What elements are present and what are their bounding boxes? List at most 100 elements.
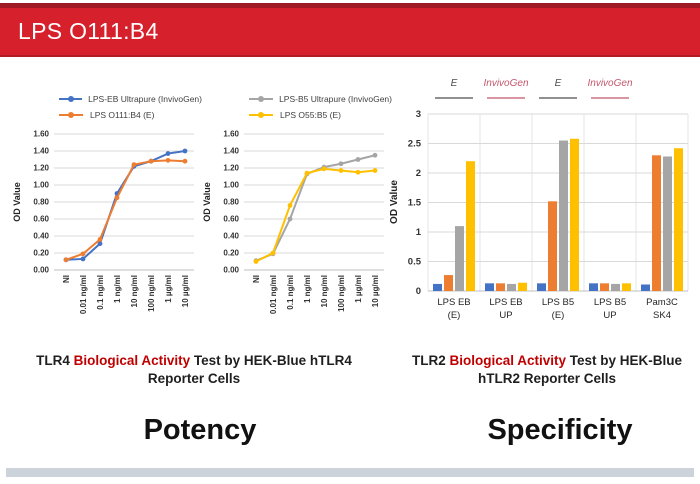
y-tick-label: 1.60 — [223, 130, 239, 139]
x-tick-label: LPS B5 — [594, 297, 626, 308]
x-tick-label: 10 µg/ml — [371, 275, 380, 307]
y-tick-label: 0 — [416, 286, 421, 297]
caption-highlight: Biological Activity — [73, 353, 191, 368]
legend-label: LPS O55:B5 (E) — [280, 110, 341, 120]
caption-pre: TLR2 — [411, 353, 450, 368]
bar — [600, 283, 609, 291]
caption-highlight: Biological Activity — [449, 353, 567, 368]
data-point — [287, 216, 293, 222]
plot-area: 0 0.5 1 1.5 2 2.5 3 OD Value LPS EB (E) LPS EB UP LP… — [389, 78, 689, 321]
bar — [444, 275, 453, 291]
y-axis-title: OD Value — [389, 180, 400, 224]
page-title: LPS O111:B4 — [18, 18, 159, 44]
y-tick-label: 0.60 — [33, 215, 49, 224]
bar — [611, 283, 620, 291]
legend-label: LPS-B5 Ultrapure (InvivoGen) — [279, 94, 392, 104]
x-tick-label: (E) — [552, 310, 565, 321]
y-tick-label: 1 — [416, 227, 422, 238]
y-tick-label: 1.5 — [408, 198, 422, 209]
y-axis-title: OD Value — [202, 182, 212, 222]
slide-bottom-edge — [6, 468, 694, 477]
bar — [507, 283, 516, 291]
x-tick-label: Pam3C — [646, 297, 678, 308]
x-tick-label: 100 ng/ml — [337, 275, 346, 312]
bar — [537, 283, 546, 291]
legend-item: LPS-B5 Ultrapure (InvivoGen) — [248, 94, 392, 104]
y-tick-label: 0.60 — [223, 215, 239, 224]
series-line — [65, 159, 186, 261]
data-point — [270, 250, 276, 256]
legend-marker-icon — [59, 96, 83, 102]
group-annotation-label: InvivoGen — [483, 78, 528, 89]
x-tick-label: 1 ng/ml — [113, 275, 122, 303]
y-tick-label: 0.80 — [33, 198, 49, 207]
x-tick-label: 0.1 ng/ml — [96, 275, 105, 310]
x-tick-label: NI — [62, 275, 71, 283]
y-tick-label: 0.40 — [33, 232, 49, 241]
y-tick-label: 0.00 — [223, 266, 239, 275]
caption-pre: TLR4 — [36, 353, 74, 368]
x-tick-label: 1 µg/ml — [354, 275, 363, 303]
data-point — [355, 169, 361, 175]
y-tick-label: 1.20 — [33, 164, 49, 173]
y-tick-label: 0.5 — [408, 257, 422, 268]
series-line — [255, 167, 376, 263]
data-point — [287, 203, 293, 208]
y-tick-label: 1.60 — [33, 130, 49, 139]
potency-chart-right-panel: LPS-B5 Ultrapure (InvivoGen) LPS O55:B5 (… — [200, 94, 392, 379]
bar — [466, 161, 475, 291]
x-tick-label: 1 µg/ml — [164, 275, 173, 303]
data-point — [304, 170, 310, 176]
header-banner: LPS O111:B4 — [0, 3, 700, 57]
bar — [548, 201, 557, 291]
bar — [570, 138, 579, 291]
x-tick-label: 10 µg/ml — [181, 275, 190, 307]
data-point — [131, 162, 137, 167]
data-point — [114, 195, 120, 201]
data-point — [97, 237, 103, 242]
caption-post: Test by HEK-Blue hTLR4 Reporter Cells — [147, 353, 352, 386]
legend-label: LPS O111:B4 (E) — [90, 110, 155, 120]
x-tick-label: 0.01 ng/ml — [269, 275, 278, 314]
x-tick-label: NI — [252, 275, 261, 283]
legend-label: LPS-EB Ultrapure (InvivoGen) — [88, 94, 202, 104]
x-tick-label: LPS EB — [489, 297, 522, 308]
bar — [641, 284, 650, 291]
bar — [652, 155, 661, 291]
y-tick-label: 1.00 — [223, 181, 239, 190]
bar — [496, 283, 505, 291]
bar — [674, 148, 683, 291]
x-tick-label: 1 ng/ml — [303, 275, 312, 303]
y-tick-label: 0.20 — [223, 249, 239, 258]
y-axis-title: OD Value — [12, 182, 22, 222]
data-point — [338, 161, 344, 167]
data-point — [338, 168, 344, 173]
bar — [663, 156, 672, 291]
data-point — [253, 259, 259, 264]
data-point — [182, 148, 188, 154]
legend-marker-icon — [59, 112, 83, 118]
plot-area: 0.00 0.20 0.40 0.60 0.80 1.00 1.20 1.40 1.60 OD V… — [12, 130, 194, 314]
bar — [559, 140, 568, 291]
potency-line-chart-1: 0.00 0.20 0.40 0.60 0.80 1.00 1.20 1.40 1.60 OD V… — [12, 130, 194, 314]
group-annotation-label: E — [555, 78, 562, 89]
potency-line-chart-2: 0.00 0.20 0.40 0.60 0.80 1.00 1.20 1.40 1.60 OD V… — [202, 130, 384, 314]
caption-tlr2: TLR2 Biological Activity Test by HEK-Blu… — [408, 352, 686, 387]
bar — [485, 283, 494, 291]
legend-marker-icon — [249, 112, 273, 118]
caption-post: Test by HEK-Blue hTLR2 Reporter Cells — [477, 353, 683, 386]
x-tick-label: UP — [603, 310, 616, 321]
x-tick-label: UP — [499, 310, 512, 321]
data-point — [148, 158, 154, 164]
x-tick-label: 10 ng/ml — [320, 275, 329, 307]
y-tick-label: 0.00 — [33, 266, 49, 275]
y-tick-label: 0.20 — [33, 249, 49, 258]
data-point — [182, 158, 188, 164]
bar — [518, 282, 527, 291]
x-tick-label: LPS EB — [437, 297, 470, 308]
legend: LPS-EB Ultrapure (InvivoGen) LPS O111:B4 … — [10, 94, 202, 120]
data-point — [372, 168, 378, 173]
legend-marker-icon — [249, 96, 273, 102]
data-point — [165, 151, 171, 156]
